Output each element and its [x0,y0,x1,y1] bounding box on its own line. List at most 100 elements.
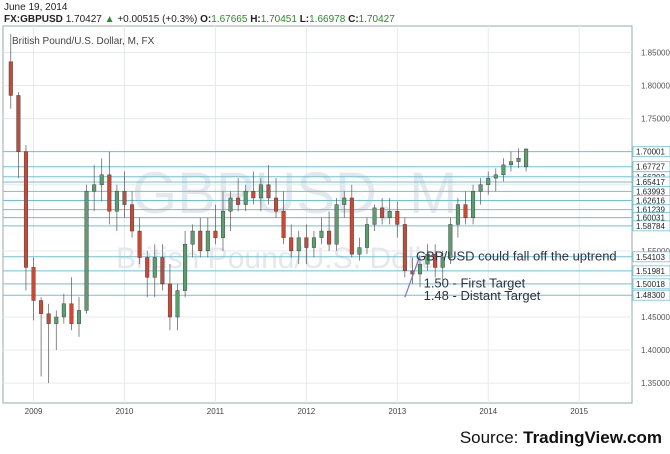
candle-body [455,204,460,225]
candle-body [304,237,309,248]
candle-body [471,191,476,219]
candle-body [387,210,392,219]
x-tick-label: 2010 [116,407,134,416]
level-label: 1.61239 [636,206,665,215]
candle-body [137,230,142,258]
candle-body [183,244,188,291]
candle-body [281,210,286,238]
candle-body [448,224,453,258]
level-label: 1.48300 [636,291,665,300]
source-name: TradingView.com [523,428,662,447]
candle-body [175,290,180,318]
level-label: 1.70001 [636,148,665,157]
candle-body [8,61,13,96]
candle-body [160,257,165,285]
y-tick-label: 1.85000 [641,48,670,57]
high-label: H: [250,14,261,25]
candle-body [198,230,203,252]
level-label: 1.50018 [636,280,665,289]
candle-body [380,207,385,219]
candle-body [76,310,81,324]
low-value: 1.66978 [309,14,346,25]
candle-body [220,210,225,238]
candle-body [289,237,294,252]
candle-body [61,303,66,318]
candle-body [39,300,44,314]
candle-body [243,191,248,205]
level-label-box [632,289,670,301]
candle-body [205,230,210,252]
x-tick-label: 2011 [207,407,225,416]
watermark-name: British Pound/U.S. Dollar [116,242,448,275]
candle-body [167,283,172,318]
level-label-box [632,146,670,158]
candle-body [23,151,28,268]
annotation-text: GBP/USD could fall off the uptrend [416,249,617,264]
y-tick-label: 1.55000 [641,247,670,256]
level-label: 1.62616 [636,197,665,206]
annotations: GBP/USD could fall off the uptrend 1.50 -… [404,249,617,303]
open-label: O: [200,14,212,25]
candle-body [274,197,279,212]
candle-body [327,230,332,245]
candle-body [54,316,59,324]
plot-frame [2,25,633,404]
candle-body [425,253,430,265]
time-axis[interactable]: 2009 2010 2011 2012 2013 2014 2015 [25,407,589,416]
source-prefix: Source: [459,428,524,447]
candle-body [46,313,51,324]
candle-body [236,197,241,205]
candle-body [516,158,521,162]
candle-body [122,191,127,205]
watermark-symbol: GBPUSD, M [132,161,458,226]
x-tick-label: 2013 [388,407,406,416]
candle-body [130,204,135,232]
candle-body [296,237,301,252]
candles [8,33,529,384]
candle-body [266,184,271,199]
candle-body [508,161,513,166]
level-label: 1.60031 [636,214,665,223]
candle-body [114,191,119,212]
up-arrow-icon: ▲ [104,14,115,25]
symbol[interactable]: FX:GBPUSD [4,14,63,25]
candle-body [16,95,21,152]
level-label: 1.51981 [636,267,665,276]
candle-body [493,174,498,179]
source-credit: Source: TradingView.com [460,428,662,448]
chart-title: British Pound/U.S. Dollar, M, FX [12,36,155,47]
candle-body [258,184,263,199]
price-change: +0.00515 (+0.3%) [117,14,198,25]
low-label: L: [299,14,310,25]
candle-body [463,204,468,219]
close-label: C: [348,14,359,25]
candle-body [319,230,324,238]
quote-bar: FX:GBPUSD 1.70427 ▲ +0.00515 (+0.3%) O:1… [4,14,395,25]
level-label: 1.58784 [636,222,665,231]
candle-body [228,197,233,212]
candle-body [486,177,491,185]
last-price: 1.70427 [65,14,102,25]
level-label: 1.67727 [636,163,665,172]
level-label-box [632,265,670,277]
candle-body [364,224,369,248]
level-label-box [632,220,670,232]
candle-body [440,257,445,268]
annotation-text: 1.48 - Distant Target [424,288,541,303]
candle-body [107,174,112,212]
candle-body [372,207,377,225]
open-value: 1.67665 [211,14,248,25]
candle-body [395,210,400,225]
x-tick-label: 2015 [570,407,588,416]
candle-body [402,224,407,271]
level-label: 1.63993 [636,187,665,196]
price-axis[interactable]: 1.850001.800001.750001.700001.650001.600… [632,48,670,388]
chart-watermark: GBPUSD, M British Pound/U.S. Dollar [116,161,458,275]
level-label: 1.65417 [636,178,665,187]
candle-body [349,197,354,255]
candle-body [418,263,423,275]
annotation-text: 1.50 - First Target [424,276,526,291]
candle-body [342,197,347,205]
y-tick-label: 1.80000 [641,82,670,91]
